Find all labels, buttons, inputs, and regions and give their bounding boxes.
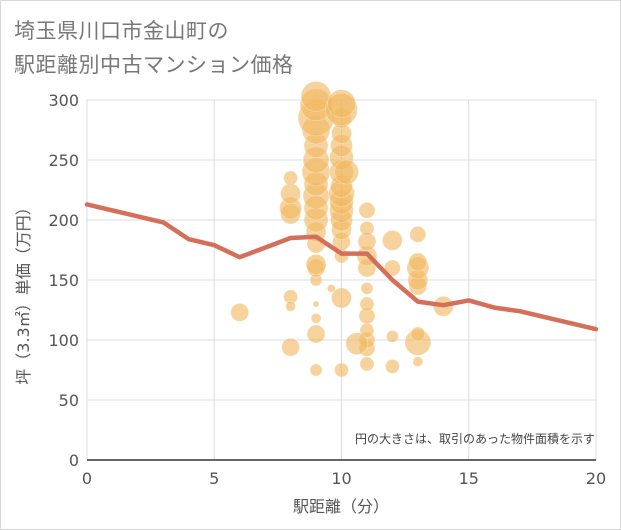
data-point [281, 337, 301, 357]
data-point [334, 362, 349, 378]
data-point [384, 358, 400, 374]
scatter-points [230, 81, 454, 378]
data-point [280, 183, 302, 205]
data-point [310, 312, 322, 324]
data-point [309, 363, 323, 377]
data-point [230, 302, 250, 322]
y-tick-label: 300 [48, 91, 79, 110]
x-tick-label: 5 [209, 469, 219, 488]
data-point [285, 300, 297, 312]
x-tick-label: 10 [331, 469, 351, 488]
data-point [359, 296, 375, 312]
data-point [306, 324, 326, 344]
bubble-size-note: 円の大きさは、取引のあった物件面積を示す [355, 431, 595, 446]
y-tick-label: 0 [69, 451, 79, 470]
data-point [383, 259, 401, 277]
data-point [410, 326, 426, 342]
x-tick-label: 15 [459, 469, 479, 488]
data-point [358, 201, 376, 219]
average-line [84, 202, 599, 332]
data-point [312, 300, 320, 308]
grid-lines [86, 99, 597, 461]
y-axis-label: 坪（3.3㎡）単価（万円） [14, 199, 33, 384]
y-tick-label: 250 [48, 151, 79, 170]
average-price-line [84, 202, 599, 332]
data-point [381, 229, 403, 251]
x-axis-label: 駅距離（分） [293, 497, 389, 516]
x-tick-labels: 0 5 10 15 20 [82, 469, 606, 488]
y-tick-label: 200 [48, 211, 79, 230]
x-tick-label: 20 [586, 469, 606, 488]
data-point [359, 356, 375, 372]
y-tick-label: 100 [48, 331, 79, 350]
data-point [283, 170, 299, 186]
data-point [359, 220, 375, 236]
chart-title: 埼玉県川口市金山町の駅距離別中古マンション価格 [14, 14, 294, 82]
chart-title-line-2: 駅距離別中古マンション価格 [14, 53, 294, 77]
chart-title-line-1: 埼玉県川口市金山町の [14, 19, 229, 43]
data-point [408, 252, 428, 272]
x-tick-label: 0 [82, 469, 92, 488]
y-tick-label: 50 [59, 391, 79, 410]
data-point [409, 225, 427, 243]
data-point [385, 329, 399, 343]
data-point [331, 287, 352, 309]
data-point [326, 283, 336, 293]
data-point [327, 89, 356, 118]
data-point [305, 253, 327, 275]
y-tick-labels: 0 50 100 150 200 250 300 [48, 91, 79, 470]
y-tick-label: 150 [48, 271, 79, 290]
data-point [360, 281, 374, 295]
data-point [345, 332, 369, 356]
data-point [412, 356, 424, 368]
data-point [334, 159, 359, 185]
